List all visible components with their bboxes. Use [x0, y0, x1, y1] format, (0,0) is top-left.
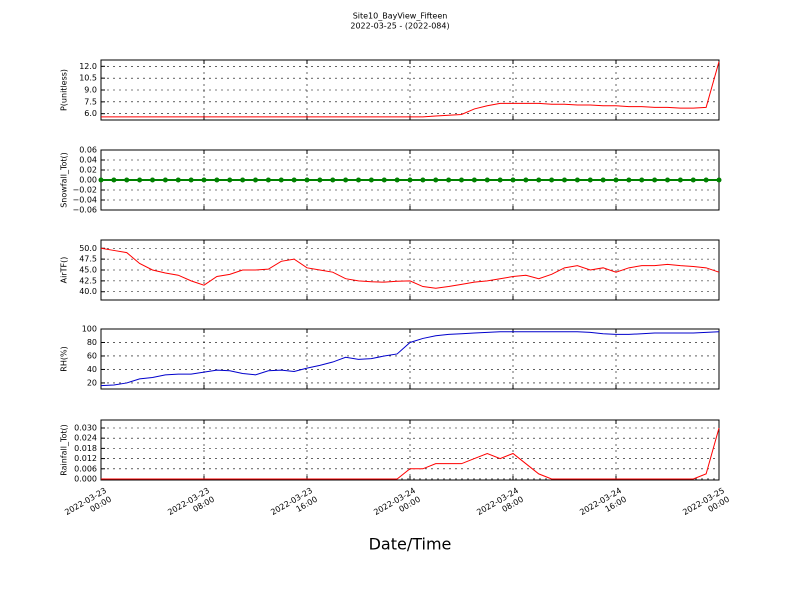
- data-point: [265, 177, 271, 183]
- y-tick-label: 12.0: [79, 62, 97, 71]
- y-tick-label: 80: [87, 338, 97, 347]
- y-tick-label: 47.5: [79, 255, 97, 264]
- data-point: [626, 177, 632, 183]
- y-tick-label: 0.024: [74, 434, 97, 443]
- chart-title: Site10_BayView_Fifteen: [353, 12, 448, 21]
- data-point: [497, 177, 503, 183]
- data-point: [291, 177, 297, 183]
- data-line: [100, 247, 720, 289]
- data-line: [101, 61, 720, 118]
- data-point: [446, 177, 452, 183]
- y-tick-label: 0.000: [74, 474, 97, 483]
- y-tick-label: 0.04: [79, 156, 97, 165]
- data-point: [652, 177, 658, 183]
- y-tick-label: 0.06: [79, 146, 97, 155]
- data-point: [214, 177, 220, 183]
- chart-subtitle: 2022-03-25 - (2022-084): [350, 22, 449, 31]
- data-point: [420, 177, 426, 183]
- data-point: [574, 177, 580, 183]
- data-point: [639, 177, 645, 183]
- data-point: [484, 177, 490, 183]
- y-tick-label: 20: [87, 378, 97, 387]
- data-point: [356, 177, 361, 183]
- y-axis-label: Snowfall_Tot(): [60, 152, 69, 208]
- data-point: [523, 177, 529, 183]
- data-point: [562, 177, 567, 183]
- y-tick-label: 42.5: [79, 276, 97, 285]
- data-line: [101, 427, 720, 480]
- data-point: [549, 177, 555, 183]
- data-point: [394, 177, 400, 183]
- y-tick-label: 0.030: [74, 423, 97, 432]
- y-tick-label: 45.0: [79, 266, 97, 275]
- data-point: [677, 177, 683, 183]
- y-axis-label: AirTF(): [60, 257, 69, 284]
- y-tick-label: 0.00: [79, 176, 97, 185]
- data-point: [98, 177, 104, 183]
- data-point: [201, 177, 207, 183]
- data-point: [510, 177, 516, 183]
- data-point: [124, 177, 130, 183]
- y-tick-label: 0.018: [74, 444, 97, 453]
- data-point: [536, 177, 542, 183]
- data-point: [330, 177, 336, 183]
- y-tick-label: 7.5: [84, 97, 97, 106]
- data-point: [381, 177, 387, 183]
- y-tick-label: 10.5: [79, 74, 97, 83]
- data-point: [690, 177, 696, 183]
- data-point: [150, 177, 155, 183]
- data-line: [100, 331, 720, 387]
- data-point: [175, 177, 181, 183]
- data-point: [716, 177, 722, 183]
- y-tick-label: −0.02: [72, 186, 97, 195]
- x-axis-label: Date/Time: [369, 535, 452, 554]
- data-point: [407, 177, 413, 183]
- y-tick-label: 100: [82, 325, 97, 334]
- data-point: [703, 177, 709, 183]
- y-tick-label: 40.0: [79, 287, 97, 296]
- y-tick-label: 40: [87, 365, 97, 374]
- data-point: [304, 177, 310, 183]
- data-point: [278, 177, 284, 183]
- y-tick-label: 0.012: [74, 454, 97, 463]
- data-point: [343, 177, 349, 183]
- data-point: [317, 177, 323, 183]
- data-point: [227, 177, 233, 183]
- data-point: [188, 177, 194, 183]
- data-point: [471, 177, 477, 183]
- data-point: [240, 177, 246, 183]
- y-axis-label: P(unitless): [60, 69, 69, 111]
- y-axis-label: RH(%): [60, 346, 69, 371]
- y-tick-label: 0.006: [74, 464, 97, 473]
- y-tick-label: 6.0: [84, 109, 97, 118]
- data-point: [459, 177, 464, 183]
- data-point: [433, 177, 439, 183]
- data-point: [665, 177, 670, 183]
- y-tick-label: −0.06: [72, 206, 97, 215]
- data-point: [587, 177, 593, 183]
- data-point: [253, 177, 258, 183]
- data-point: [368, 177, 374, 183]
- data-point: [613, 177, 619, 183]
- y-tick-label: 50.0: [79, 244, 97, 253]
- data-point: [137, 177, 143, 183]
- y-tick-label: −0.04: [72, 196, 97, 205]
- data-point: [162, 177, 168, 183]
- y-tick-label: 0.02: [79, 166, 97, 175]
- y-axis-label: Rainfall_Tot(): [60, 424, 69, 476]
- data-point: [111, 177, 117, 183]
- y-tick-label: 9.0: [84, 86, 97, 95]
- y-tick-label: 60: [87, 351, 97, 360]
- data-point: [600, 177, 606, 183]
